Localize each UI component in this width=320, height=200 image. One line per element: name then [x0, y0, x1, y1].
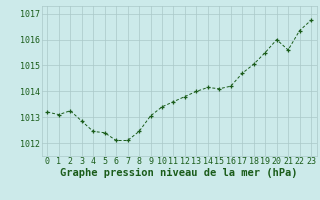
X-axis label: Graphe pression niveau de la mer (hPa): Graphe pression niveau de la mer (hPa): [60, 168, 298, 178]
